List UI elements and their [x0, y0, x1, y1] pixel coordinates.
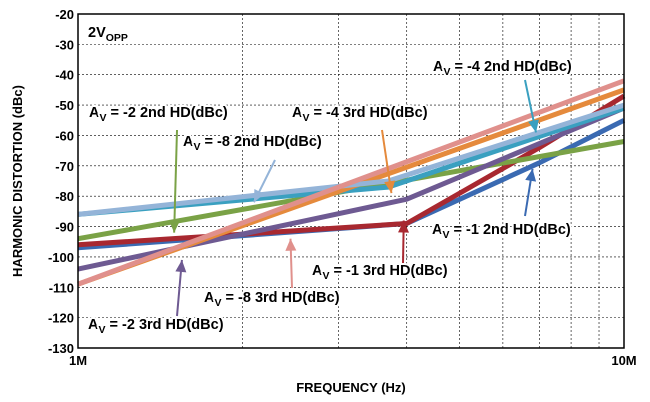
- x-tick-label: 10M: [611, 353, 636, 368]
- y-tick-label: -110: [49, 280, 74, 295]
- annotation-arrowhead: [525, 168, 537, 182]
- y-tick-label: -130: [48, 341, 74, 356]
- annotation-label: AV = -8 2nd HD(dBc): [183, 134, 322, 153]
- y-tick-labels: -20 -30 -40 -50 -60 -70 -80 -90 -100 -110 -120 -130: [48, 7, 74, 356]
- annotation-label: AV = -8 3rd HD(dBc): [204, 290, 340, 309]
- annotation-arrowhead: [398, 220, 410, 233]
- annotation-4: AV = -1 2nd HD(dBc): [430, 168, 573, 243]
- annotation-arrowhead: [384, 180, 396, 194]
- annotation-label: AV = -4 3rd HD(dBc): [292, 105, 428, 124]
- x-tick-label: 1M: [69, 353, 87, 368]
- annotation-label: AV = -2 2nd HD(dBc): [89, 105, 228, 124]
- annotation-arrow-shaft: [173, 129, 178, 233]
- annotation-arrowhead: [528, 119, 539, 133]
- series-line-6: [77, 102, 625, 217]
- annotation-label: AV = -1 2nd HD(dBc): [432, 222, 571, 241]
- annotation-label: AV = -1 3rd HD(dBc): [312, 263, 448, 282]
- y-tick-label: -20: [55, 7, 74, 22]
- y-tick-label: -70: [55, 159, 74, 174]
- annotation-1: AV = -2 2nd HD(dBc): [87, 103, 230, 233]
- y-tick-label: -120: [48, 311, 74, 326]
- y-tick-label: -50: [55, 98, 74, 113]
- annotation-label: AV = -4 2nd HD(dBc): [433, 59, 572, 78]
- annotation-0: AV = -4 2nd HD(dBc): [431, 57, 574, 133]
- y-tick-label: -90: [55, 220, 74, 235]
- y-tick-label: -60: [55, 128, 74, 143]
- annotation-3: AV = -8 2nd HD(dBc): [181, 132, 324, 203]
- y-axis-title: HARMONIC DISTORTION (dBc): [10, 85, 25, 277]
- annotation-arrowhead: [253, 189, 265, 203]
- annotation-2: AV = -4 3rd HD(dBc): [290, 103, 430, 194]
- y-tick-label: -80: [55, 189, 74, 204]
- condition-label: 2VOPP: [88, 25, 128, 44]
- annotation-arrowhead: [175, 259, 187, 273]
- x-axis-title: FREQUENCY (Hz): [296, 380, 406, 395]
- y-tick-label: -30: [55, 37, 74, 52]
- y-tick-label: -40: [55, 68, 74, 83]
- annotation-7: AV = -2 3rd HD(dBc): [86, 259, 226, 338]
- plot-frame: [77, 13, 625, 349]
- x-tick-labels: 1M 10M: [69, 353, 637, 368]
- annotation-label: AV = -2 3rd HD(dBc): [88, 317, 224, 336]
- annotation-arrowhead: [285, 238, 297, 251]
- annotation-6: AV = -8 3rd HD(dBc): [202, 238, 342, 311]
- y-tick-label: -100: [48, 250, 74, 265]
- condition-label-text: 2VOPP: [88, 25, 128, 44]
- annotations: AV = -4 2nd HD(dBc) AV = -2 2nd HD(dBc) AV…: [86, 57, 574, 338]
- annotation-arrowhead: [168, 220, 180, 233]
- annotation-5: AV = -1 3rd HD(dBc): [310, 220, 450, 284]
